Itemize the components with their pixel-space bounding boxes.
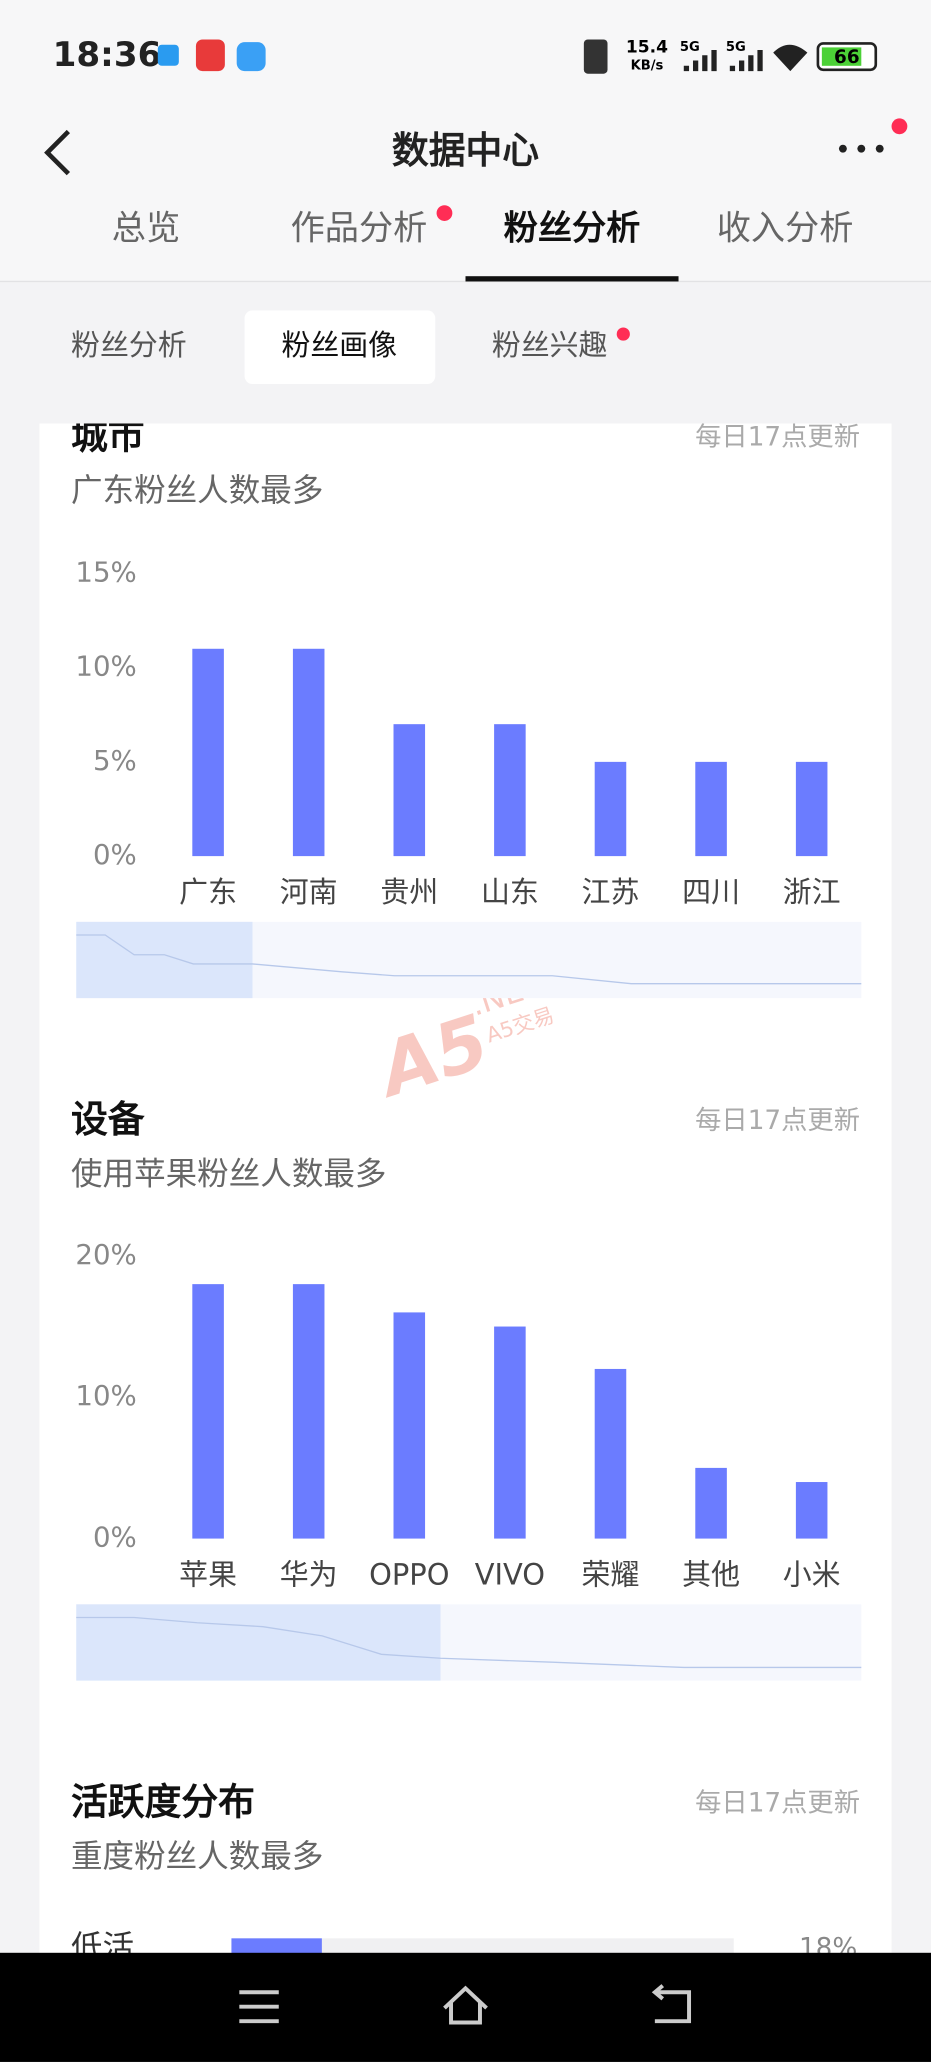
section-title: 设备	[71, 1098, 146, 1141]
update-note: 每日17点更新	[695, 1789, 860, 1819]
x-tick-label: 河南	[280, 875, 338, 909]
update-note: 每日17点更新	[695, 422, 860, 452]
bar	[795, 1482, 828, 1539]
vibrate-icon	[583, 39, 608, 74]
bar	[795, 761, 828, 857]
bar	[594, 761, 627, 857]
bar	[292, 648, 325, 857]
speed: 15.4	[626, 37, 668, 57]
zoom-slider	[76, 921, 862, 1681]
top-area: 18:36 15.4 KB/s 5G 5G 66 数据中心 总览 作品分析 粉丝…	[0, 0, 931, 424]
wifi-icon	[773, 44, 808, 72]
y-tick-label: 5%	[93, 744, 137, 777]
back-button[interactable]	[44, 129, 71, 176]
y-tick-label: 0%	[93, 1521, 137, 1554]
update-note: 每日17点更新	[695, 1106, 860, 1136]
x-tick-label: 贵州	[380, 875, 438, 909]
x-tick-label: VIVO	[475, 1558, 545, 1592]
x-tick-label: 苹果	[179, 1558, 237, 1592]
x-tick-label: 四川	[682, 875, 740, 909]
bar	[695, 761, 727, 857]
speed-unit: KB/s	[631, 58, 664, 73]
x-tick-label: 小米	[783, 1558, 841, 1592]
x-tick-label: 浙江	[783, 875, 841, 909]
x-tick-label: 山东	[481, 875, 539, 909]
y-tick-label: 20%	[75, 1238, 136, 1271]
x-tick-label: 广东	[179, 875, 237, 909]
section-title: 活跃度分布	[71, 1781, 255, 1824]
bar	[494, 1326, 526, 1539]
home-button[interactable]	[443, 1985, 488, 2025]
more-button[interactable]	[838, 144, 884, 153]
tab-active[interactable]: 粉丝分析	[504, 209, 641, 249]
y-tick-label: 10%	[75, 650, 136, 683]
menu-button[interactable]	[239, 1990, 279, 2024]
net: 5G	[726, 40, 746, 55]
x-tick-label: 华为	[280, 1558, 338, 1592]
bar	[393, 724, 426, 857]
y-tick-label: 15%	[75, 555, 136, 588]
nav-bar	[0, 1952, 931, 2062]
bar	[494, 724, 526, 857]
net: 5G	[680, 40, 700, 55]
x-tick-label: OPPO	[369, 1558, 449, 1592]
section-subtitle: 使用苹果粉丝人数最多	[71, 1157, 386, 1193]
time: 18:36	[53, 35, 162, 75]
tab[interactable]: 作品分析	[291, 209, 428, 249]
x-tick-label: 其他	[682, 1558, 740, 1592]
back-nav-button[interactable]	[651, 1984, 692, 2024]
y-tick-label: 10%	[75, 1379, 136, 1412]
bar	[192, 1284, 224, 1539]
bar	[594, 1368, 627, 1539]
subtab[interactable]: 粉丝分析	[71, 328, 187, 362]
bar	[292, 1284, 325, 1539]
section-subtitle: 广东粉丝人数最多	[71, 473, 323, 509]
y-tick-label: 0%	[93, 838, 137, 871]
card	[39, 394, 892, 1973]
subtab-active[interactable]: 粉丝画像	[281, 328, 397, 362]
tab[interactable]: 总览	[112, 209, 180, 249]
x-tick-label: 江苏	[582, 875, 640, 909]
bar	[192, 648, 224, 857]
bar	[695, 1467, 727, 1539]
x-tick-label: 荣耀	[582, 1558, 640, 1592]
content: A5 .NET A5交易 城市广东粉丝人数最多每日17点更新0%5%10%15%…	[39, 394, 892, 1973]
subtab[interactable]: 粉丝兴趣	[492, 328, 608, 362]
page-title: 数据中心	[392, 129, 539, 172]
bar	[393, 1312, 426, 1539]
section-subtitle: 重度粉丝人数最多	[71, 1839, 323, 1875]
battery: 66	[834, 47, 860, 68]
tab[interactable]: 收入分析	[717, 209, 854, 249]
